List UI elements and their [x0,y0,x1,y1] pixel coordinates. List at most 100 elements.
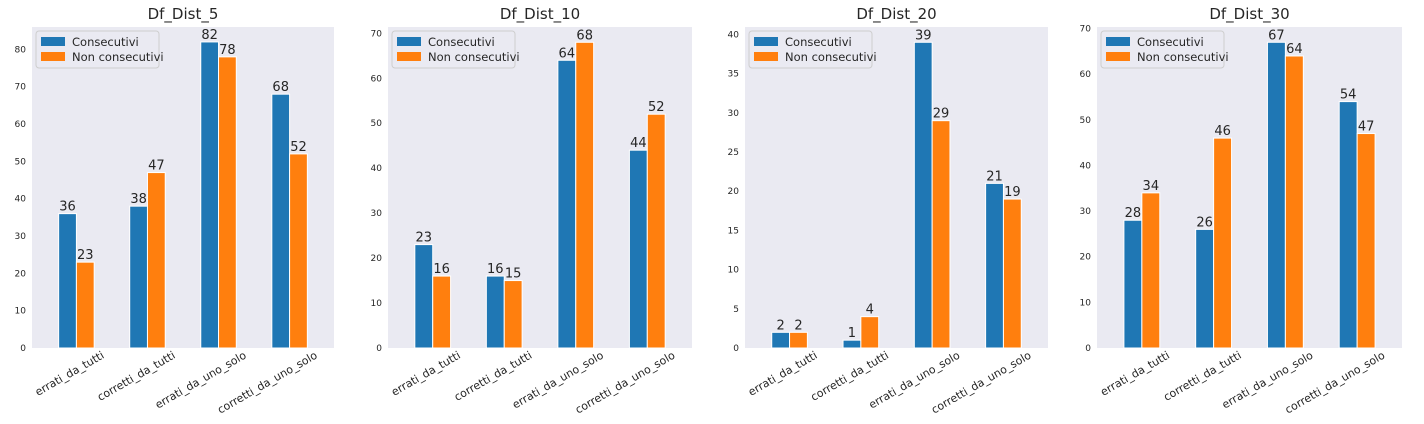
chart-title: Df_Dist_10 [500,5,580,24]
bar-non-consecutivi [789,331,808,349]
legend-box [748,30,873,69]
bar-non-consecutivi [931,120,951,349]
y-tick-label: 60 [15,120,27,130]
y-tick-label: 25 [728,148,739,158]
bar-consecutivi [1266,41,1286,349]
data-label: 78 [219,43,236,58]
data-label: 16 [433,262,450,277]
chart-panel-1: Df_Dist_5 0 10 20 30 40 50 60 70 80 36 23 errati_da_… [15,5,334,416]
x-tick-label: errati_da_tutti [746,349,820,399]
data-label: 21 [986,169,1003,184]
chart-panel-2: Df_Dist_10 0 10 20 30 40 50 60 70 23 16 errati_da_t… [371,5,692,416]
bar-non-consecutivi [646,113,666,349]
bar-non-consecutivi [146,172,166,349]
legend-box [1100,30,1225,69]
data-label: 4 [866,303,874,318]
data-label: 29 [933,107,950,122]
bar-consecutivi [129,205,148,349]
legend-swatch-non-consecutivi [1106,52,1130,61]
data-label: 28 [1125,206,1142,221]
data-label: 52 [648,100,665,115]
data-label: 23 [415,231,432,246]
y-tick-label: 80 [15,45,27,55]
data-label: 15 [505,267,522,282]
data-label: 47 [1358,120,1375,135]
y-tick-label: 50 [1080,116,1092,126]
data-label: 47 [148,159,165,174]
data-label: 64 [559,46,576,61]
y-tick-label: 70 [1080,25,1092,35]
data-label: 44 [630,136,647,151]
x-tick-label: errati_da_tutti [33,349,107,399]
data-label: 2 [794,318,802,333]
bar-non-consecutivi [1002,198,1022,349]
y-tick-label: 40 [15,195,27,205]
legend-swatch-consecutivi [1106,37,1130,46]
bar-consecutivi [1195,228,1215,349]
data-label: 1 [848,326,856,341]
data-label: 34 [1143,179,1160,194]
chart-panel-3: Df_Dist_20 0 5 10 15 20 25 30 35 40 2 2 errati_da_tu… [728,5,1048,416]
bar-consecutivi [913,41,933,349]
data-label: 82 [201,28,218,43]
legend-box [391,30,516,69]
y-tick-label: 15 [728,226,739,236]
y-tick-label: 5 [733,305,739,315]
y-tick-label: 70 [15,83,27,93]
y-tick-label: 30 [728,109,740,119]
y-tick-label: 0 [20,344,26,354]
y-tick-label: 0 [733,344,739,354]
data-label: 46 [1214,124,1231,139]
legend-label: Consecutivi [785,35,852,49]
bar-non-consecutivi [289,153,308,349]
bar-consecutivi [414,244,434,349]
legend-label: Non consecutivi [785,50,877,64]
y-tick-label: 10 [1080,298,1092,308]
legend-label: Non consecutivi [1137,50,1229,64]
y-tick-label: 20 [1080,253,1092,263]
data-label: 19 [1004,185,1021,200]
bar-consecutivi [985,182,1004,349]
y-tick-label: 0 [376,344,382,354]
bar-consecutivi [485,275,505,349]
legend-label: Non consecutivi [72,50,164,64]
data-label: 38 [130,192,147,207]
y-tick-label: 60 [371,74,383,84]
y-tick-label: 50 [15,157,27,167]
legend-swatch-non-consecutivi [754,52,778,61]
y-tick-label: 10 [15,307,27,317]
y-tick-label: 40 [728,30,740,40]
y-tick-label: 40 [371,164,383,174]
bar-non-consecutivi [1213,137,1233,349]
data-label: 64 [1286,42,1303,57]
data-label: 52 [290,140,307,155]
y-tick-label: 10 [371,299,383,309]
data-label: 26 [1196,215,1213,230]
legend-swatch-consecutivi [397,37,421,46]
data-label: 23 [77,248,94,263]
legend-box [35,30,160,69]
legend-label: Consecutivi [72,35,139,49]
bar-non-consecutivi [1141,192,1161,349]
legend-label: Non consecutivi [428,50,520,64]
legend-label: Consecutivi [428,35,495,49]
bar-non-consecutivi [432,275,452,349]
y-tick-label: 30 [371,209,383,219]
y-tick-label: 20 [371,254,383,264]
y-tick-label: 10 [728,266,740,276]
legend-swatch-non-consecutivi [397,52,421,61]
data-label: 68 [576,28,593,43]
y-tick-label: 40 [1080,161,1092,171]
bar-non-consecutivi [1284,55,1304,349]
bar-consecutivi [771,331,791,349]
data-label: 67 [1268,28,1285,43]
y-tick-label: 20 [728,187,740,197]
bar-consecutivi [628,149,648,349]
bar-non-consecutivi [503,280,523,349]
legend-swatch-non-consecutivi [41,52,65,61]
bar-non-consecutivi [75,261,95,349]
bar-consecutivi [200,41,220,349]
